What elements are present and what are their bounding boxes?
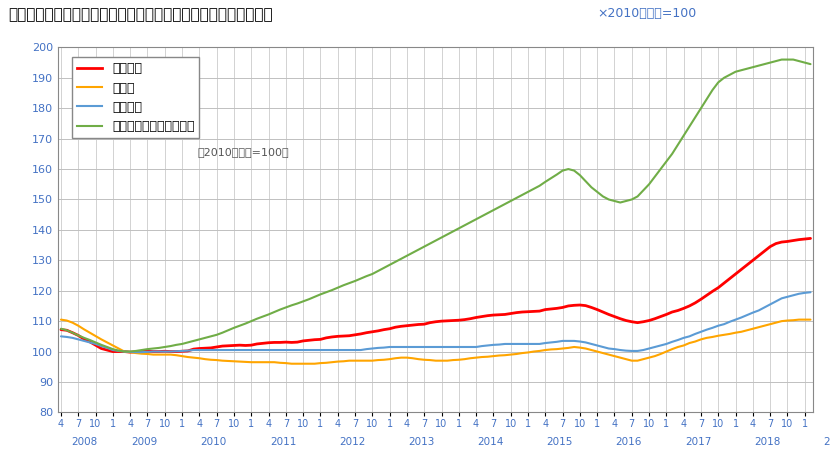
Text: 2019: 2019: [823, 437, 830, 447]
住宅総合: [125, 349, 135, 355]
住宅地: [529, 349, 539, 355]
住宅総合: [194, 346, 204, 351]
住宅地: [644, 355, 654, 360]
住宅地: [85, 330, 95, 336]
マンション（区分所有）: [777, 57, 787, 63]
住宅総合: [644, 318, 654, 323]
戸建住宅: [85, 339, 95, 345]
Line: 戸建住宅: 戸建住宅: [61, 292, 811, 352]
Line: 住宅総合: 住宅総合: [61, 238, 811, 352]
住宅総合: [488, 312, 498, 318]
マンション（区分所有）: [442, 232, 452, 237]
Text: 2013: 2013: [408, 437, 435, 447]
戸建住宅: [806, 290, 816, 295]
戸建住宅: [488, 342, 498, 348]
住宅総合: [806, 236, 816, 241]
戸建住宅: [529, 341, 539, 347]
住宅総合: [85, 339, 95, 345]
マンション（区分所有）: [298, 299, 308, 304]
戸建住宅: [615, 347, 625, 353]
Text: （2010年平均=100）: （2010年平均=100）: [198, 147, 290, 157]
マンション（区分所有）: [120, 349, 129, 355]
Line: 住宅地: 住宅地: [61, 319, 811, 364]
Text: 2012: 2012: [339, 437, 365, 447]
Line: マンション（区分所有）: マンション（区分所有）: [61, 60, 811, 352]
Text: 2014: 2014: [477, 437, 504, 447]
Text: 2011: 2011: [270, 437, 296, 447]
Text: 2017: 2017: [685, 437, 711, 447]
Text: 2018: 2018: [754, 437, 780, 447]
住宅地: [188, 355, 198, 360]
戸建住宅: [194, 347, 204, 353]
Text: 2016: 2016: [616, 437, 642, 447]
住宅地: [806, 317, 816, 322]
住宅総合: [615, 316, 625, 321]
戸建住宅: [644, 346, 654, 351]
マンション（区分所有）: [131, 348, 141, 354]
住宅総合: [56, 327, 66, 332]
戸建住宅: [131, 349, 141, 355]
住宅地: [56, 317, 66, 322]
住宅総合: [529, 309, 539, 314]
Text: 2015: 2015: [546, 437, 573, 447]
マンション（区分所有）: [339, 283, 349, 288]
マンション（区分所有）: [56, 326, 66, 332]
Text: 2008: 2008: [71, 437, 97, 447]
Text: ＜不動産価格指数（住宅）（令和５年４月分・季節調整値）　＞: ＜不動産価格指数（住宅）（令和５年４月分・季節調整値） ＞: [8, 7, 273, 22]
Text: 2009: 2009: [131, 437, 158, 447]
住宅地: [615, 355, 625, 360]
マンション（区分所有）: [356, 276, 366, 282]
住宅地: [286, 361, 296, 366]
住宅地: [488, 353, 498, 359]
Text: 2010: 2010: [201, 437, 227, 447]
マンション（区分所有）: [632, 193, 642, 199]
Legend: 住宅総合, 住宅地, 戸建住宅, マンション（区分所有）: 住宅総合, 住宅地, 戸建住宅, マンション（区分所有）: [72, 57, 199, 138]
マンション（区分所有）: [806, 61, 816, 67]
Text: ×2010年平均=100: ×2010年平均=100: [598, 7, 697, 20]
戸建住宅: [56, 334, 66, 339]
